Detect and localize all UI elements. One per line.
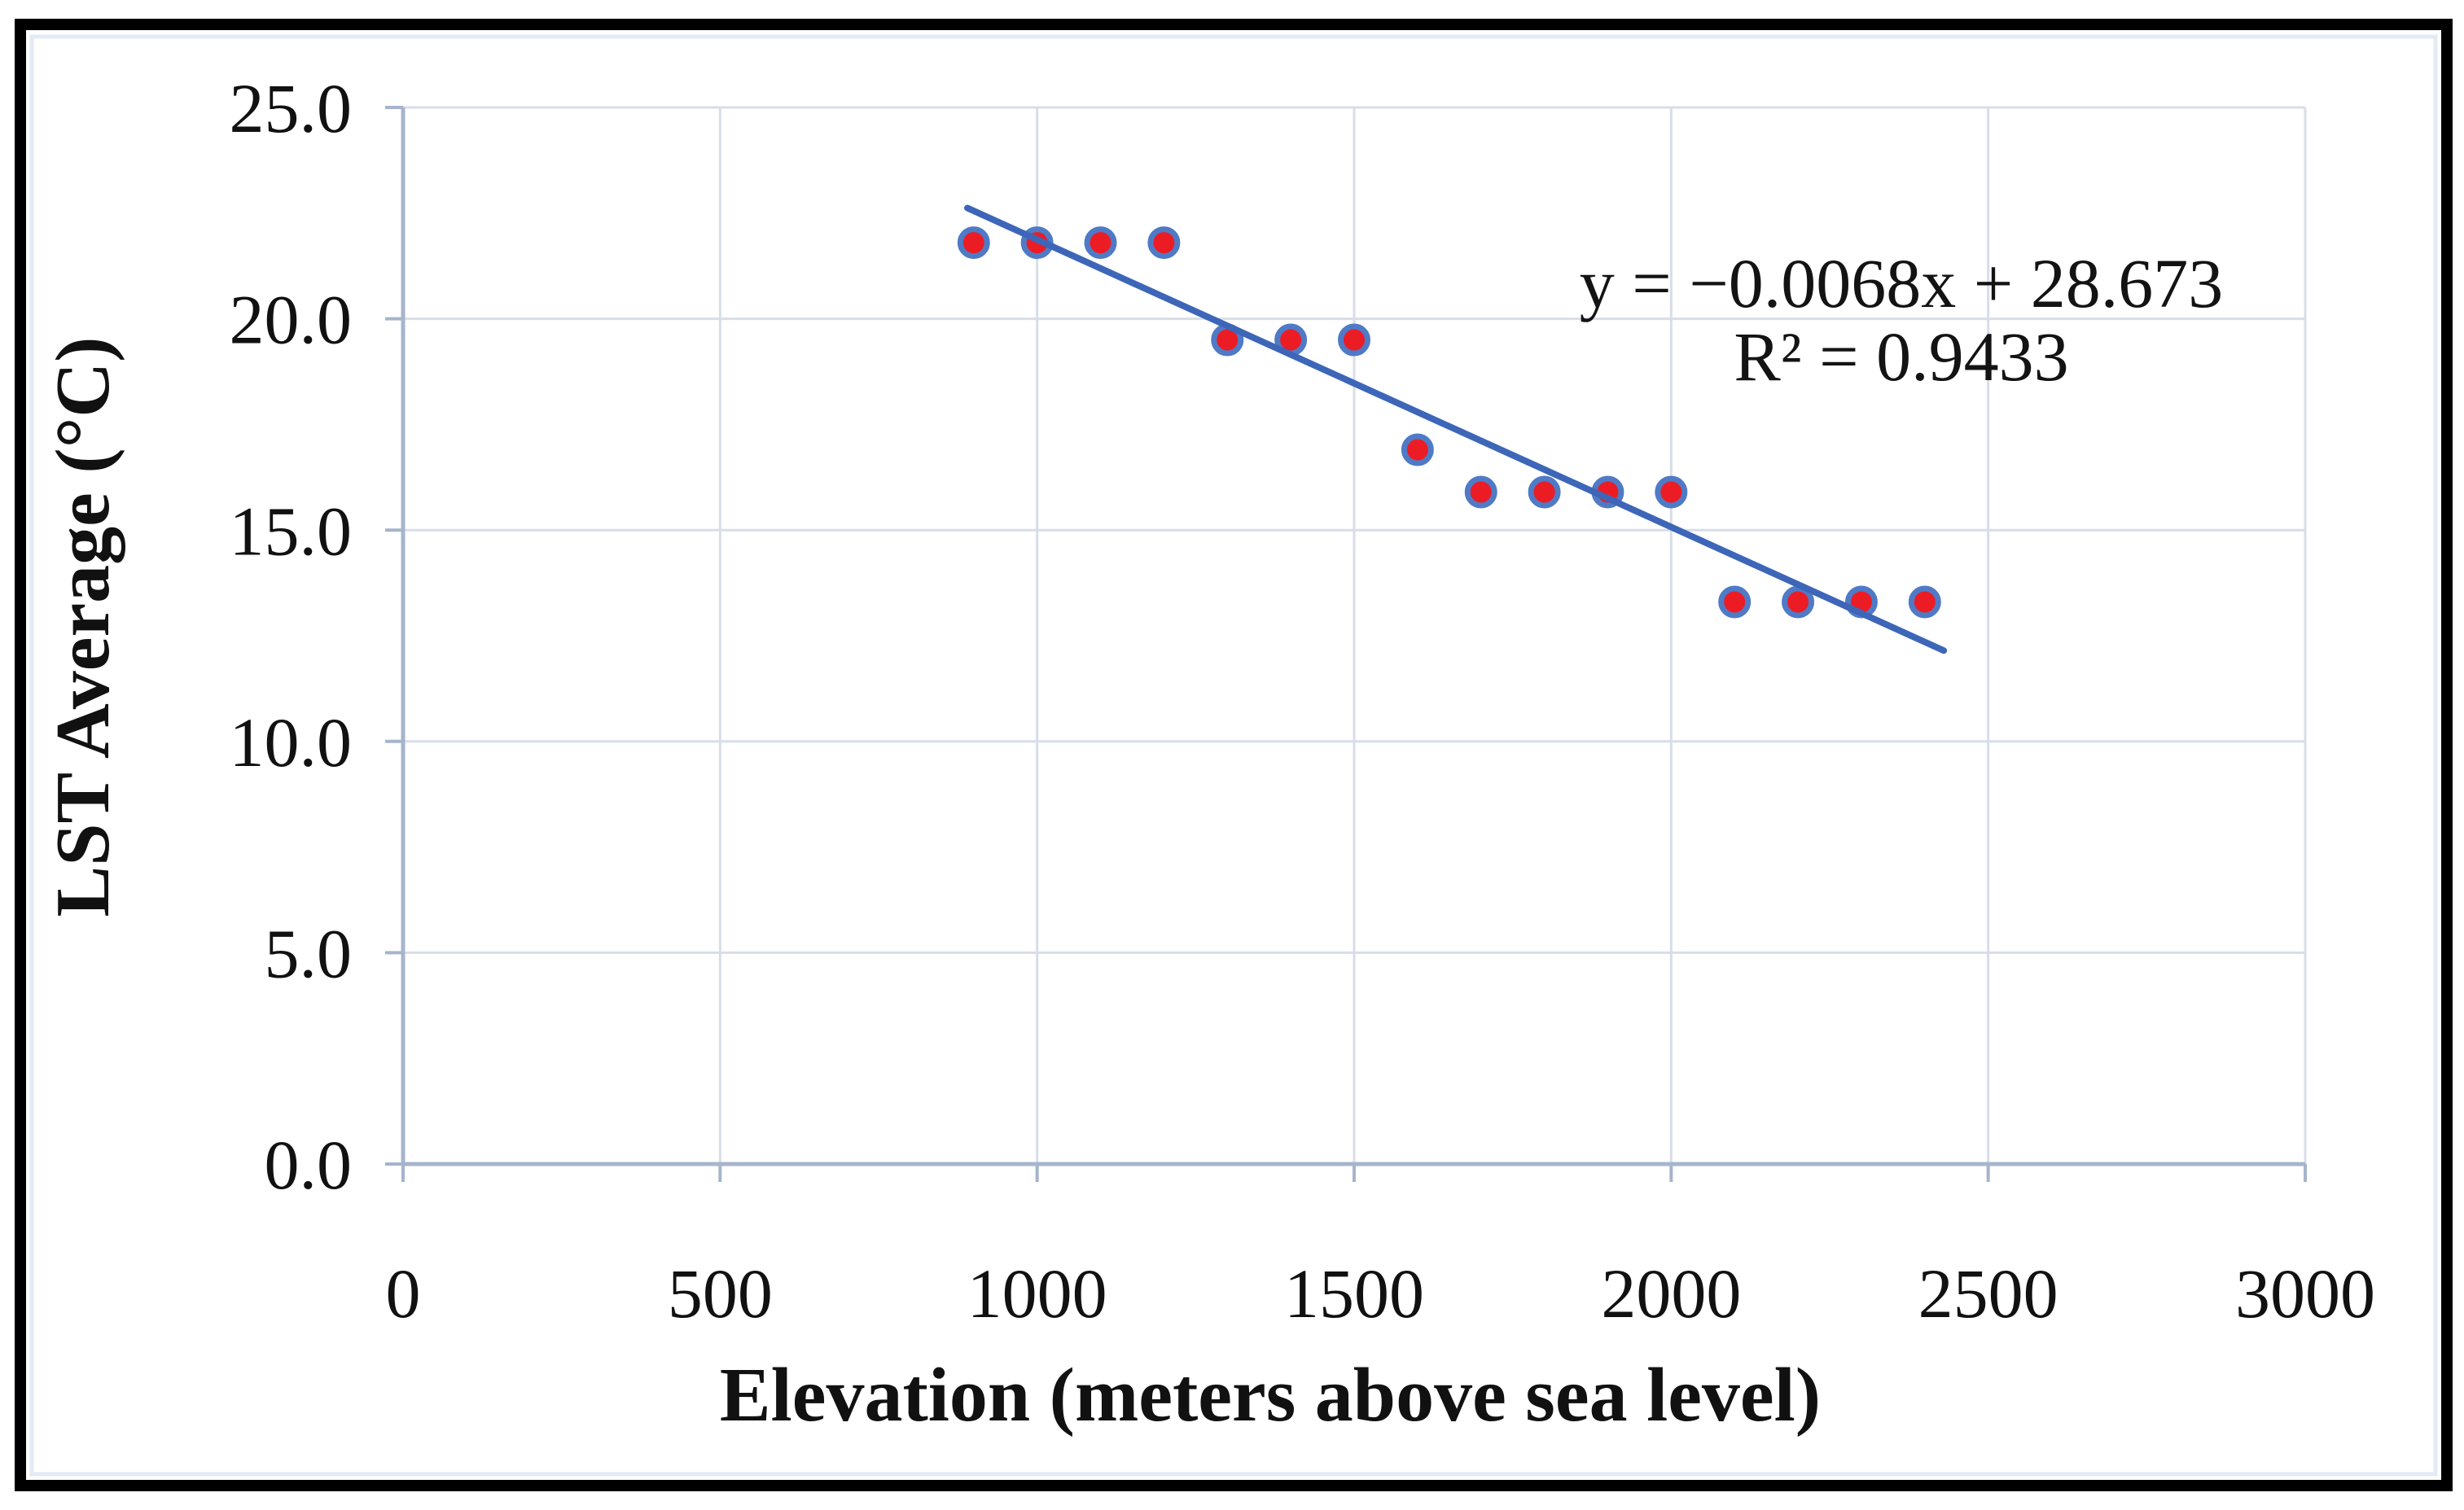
x-tick-label: 1000 [967,1254,1107,1333]
data-point [1084,226,1117,260]
trendline-equation-label: y = −0.0068x + 28.673 [1580,244,2224,322]
y-axis-title: LST Average (°C) [41,337,125,917]
data-point [1338,323,1370,357]
data-point [1782,585,1815,619]
data-point [1718,585,1752,619]
r-squared-label: R² = 0.9433 [1734,317,2068,396]
y-tick-label: 15.0 [230,492,353,570]
y-tick-label: 25.0 [230,69,353,147]
data-point [1464,475,1497,509]
y-tick-label: 5.0 [265,915,353,993]
x-tick-label: 2500 [1918,1254,2058,1333]
tick-labels: 0 500 1000 1500 2000 2500 3000 0.0 5.0 10.0 15.0 20… [230,69,2376,1333]
x-tick-label: 2000 [1601,1254,1741,1333]
data-point [1655,475,1688,509]
x-axis-title: Elevation (meters above sea level) [720,1353,1821,1438]
figure-frame [15,19,2453,1491]
data-point [1401,433,1434,466]
data-point [1147,226,1181,260]
y-tick-label: 20.0 [230,281,353,359]
x-tick-label: 1500 [1284,1254,1424,1333]
x-tick-label: 3000 [2235,1254,2375,1333]
data-point [1528,475,1561,509]
trendline [964,204,1948,654]
y-tick-label: 0.0 [265,1126,353,1204]
y-tick-label: 10.0 [230,703,353,781]
data-point [1908,585,1941,619]
axis-layer [385,106,2307,1182]
trendline-layer [964,204,1948,654]
x-tick-label: 0 [386,1254,421,1333]
frame-keyline [29,34,2438,1477]
x-tick-label: 500 [668,1254,773,1333]
data-point [957,226,990,260]
